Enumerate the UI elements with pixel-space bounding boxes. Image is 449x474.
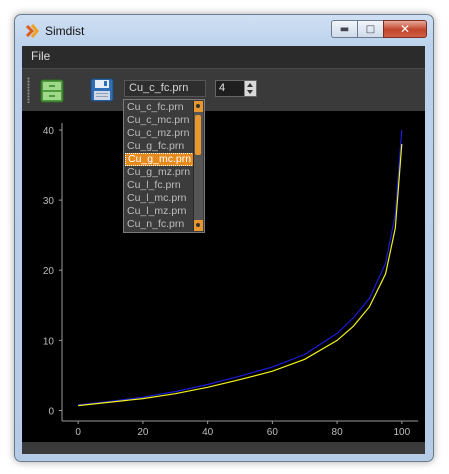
- menu-bar: File: [22, 46, 425, 69]
- dropdown-item[interactable]: Cu_l_fc.prn: [127, 179, 181, 191]
- spin-down-icon[interactable]: [247, 90, 253, 94]
- x-tick-label: 60: [267, 427, 279, 438]
- dropdown-item[interactable]: Cu_l_mz.prn: [127, 205, 187, 217]
- file-dropdown-list[interactable]: Cu_c_fc.prn Cu_c_mc.prn Cu_c_mz.prn Cu_g_fc…: [123, 99, 205, 233]
- spin-up-icon[interactable]: [247, 83, 253, 87]
- dropdown-item[interactable]: Cu_l_mc.prn: [127, 192, 187, 204]
- series-line-1: [78, 143, 403, 407]
- y-tick-label: 30: [43, 196, 55, 207]
- app-window: Simdist ▬ □ ✕ File: [14, 14, 434, 462]
- dropdown-item[interactable]: Cu_g_mc.prn: [125, 153, 194, 166]
- dropdown-item[interactable]: Cu_g_mz.prn: [127, 166, 191, 178]
- file-combobox[interactable]: Cu_c_fc.prn: [124, 80, 206, 97]
- scroll-up-icon[interactable]: [194, 101, 203, 112]
- toolbar: Cu_c_fc.prn 4: [22, 69, 425, 111]
- caption-buttons: ▬ □ ✕: [331, 20, 427, 38]
- dropdown-item[interactable]: Cu_c_mc.prn: [127, 114, 190, 126]
- x-tick-label: 100: [393, 427, 410, 438]
- scroll-thumb[interactable]: [195, 115, 201, 155]
- spin-arrows: [244, 81, 256, 96]
- close-icon: ✕: [399, 22, 411, 36]
- dropdown-item[interactable]: Cu_g_fc.prn: [127, 140, 185, 152]
- window-title: Simdist: [45, 24, 85, 38]
- dropdown-item[interactable]: Cu_n_fc.prn: [127, 218, 185, 230]
- dropdown-item[interactable]: Cu_c_fc.prn: [127, 101, 184, 113]
- title-bar[interactable]: Simdist ▬ □ ✕: [15, 15, 433, 46]
- x-tick-label: 80: [332, 427, 344, 438]
- spin-value: 4: [219, 82, 226, 94]
- floppy-save-icon[interactable]: [90, 78, 114, 102]
- x-tick-label: 20: [137, 427, 149, 438]
- app-logo-icon: [25, 24, 39, 38]
- dropdown-scrollbar[interactable]: [193, 101, 203, 231]
- y-tick-label: 40: [43, 126, 55, 137]
- open-file-icon[interactable]: [40, 79, 64, 103]
- minimize-button[interactable]: ▬: [331, 20, 357, 38]
- y-tick-label: 20: [43, 266, 55, 277]
- toolbar-grip[interactable]: [27, 77, 30, 103]
- y-tick-label: 0: [48, 406, 54, 417]
- plot-area: 0 20 40 60 80 100 0 10 20 30 40: [22, 111, 425, 442]
- dropdown-item[interactable]: Cu_c_mz.prn: [127, 127, 190, 139]
- menu-file[interactable]: File: [31, 49, 51, 63]
- status-bar: [22, 442, 425, 454]
- minimize-icon: ▬: [339, 23, 350, 35]
- x-tick-label: 40: [202, 427, 214, 438]
- series-line-0: [78, 129, 403, 406]
- client-area: File Cu_c_fc.prn 4: [22, 46, 425, 454]
- y-tick-label: 10: [43, 336, 55, 347]
- scroll-down-icon[interactable]: [194, 220, 203, 231]
- close-button[interactable]: ✕: [383, 20, 427, 38]
- count-spinbox[interactable]: 4: [215, 80, 257, 97]
- x-tick-label: 0: [75, 427, 81, 438]
- maximize-button[interactable]: □: [357, 20, 383, 38]
- distillation-chart: 0 20 40 60 80 100 0 10 20 30 40: [43, 123, 418, 438]
- maximize-icon: □: [365, 23, 376, 35]
